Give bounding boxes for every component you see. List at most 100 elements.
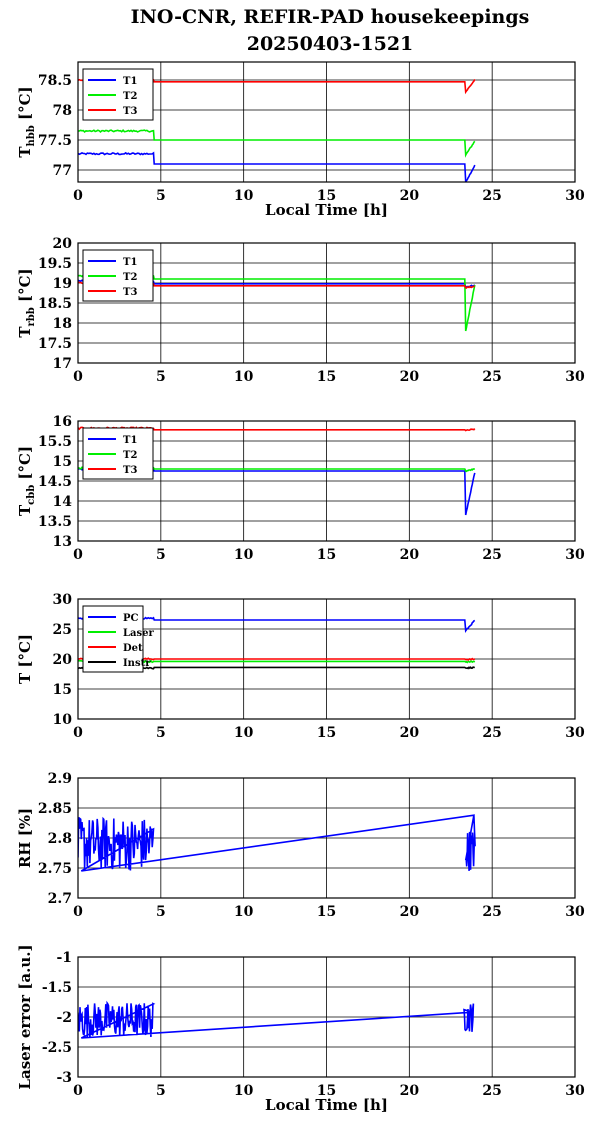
y-label-main: Laser error [a.u.]: [16, 944, 34, 1089]
y-tick-label: 77.5: [38, 133, 72, 149]
y-axis-label: Thbb [°C]: [16, 86, 37, 157]
x-tick-label: 25: [482, 725, 501, 741]
y-tick-label: 18.5: [38, 296, 72, 312]
x-tick-label: 10: [234, 1083, 254, 1099]
y-tick-label: 18: [53, 316, 72, 332]
plot-frame: [77, 598, 576, 720]
x-tick-label: 0: [73, 904, 83, 920]
x-tick-label: 15: [317, 904, 336, 920]
y-tick-label: 15.5: [38, 434, 72, 450]
y-axis-label: Trbb [°C]: [16, 268, 37, 337]
plot-frame: [77, 956, 576, 1078]
y-tick-label: 2.8: [48, 831, 72, 847]
x-tick-label: 25: [482, 904, 501, 920]
y-tick-label: 17.5: [38, 336, 72, 352]
plot-frame: [77, 61, 576, 183]
y-label-subscript: cbb: [26, 485, 37, 505]
legend-entry: T2: [123, 91, 137, 102]
y-tick-label: 16: [53, 414, 72, 430]
x-tick-label: 5: [156, 904, 166, 920]
series-line-t1: [78, 151, 476, 182]
x-tick-label: 20: [400, 547, 420, 563]
legend-entry: T3: [123, 106, 137, 117]
legend: PC Laser Det Instr: [82, 605, 155, 673]
y-tick-label: 19: [53, 276, 72, 292]
chart-panel-2: 0 5 10 15 20 25 30 17 17.5 18 18.5 19 19.5 20 Trbb [°C…: [16, 236, 585, 385]
x-tick-label: 15: [317, 188, 336, 204]
y-tick-label: 19.5: [38, 256, 72, 272]
y-tick-label: -1.5: [42, 980, 72, 996]
legend-entry: T2: [123, 450, 137, 461]
y-axis-label: Laser error [a.u.]: [16, 944, 34, 1089]
legend-entry: T1: [123, 76, 137, 87]
legend: T1 T2 T3: [82, 427, 154, 480]
legend-entry: T3: [123, 465, 137, 476]
x-tick-label: 20: [400, 188, 420, 204]
x-tick-label: 15: [317, 725, 336, 741]
plot-frame: [77, 420, 576, 542]
legend-entry: Det: [123, 643, 143, 654]
legend-entry: Laser: [123, 628, 155, 639]
series-line-t2: [78, 129, 476, 158]
x-tick-label: 10: [234, 725, 254, 741]
y-tick-label: 78: [53, 103, 72, 119]
y-tick-label: 14.5: [38, 474, 72, 490]
y-tick-label: 78.5: [38, 73, 72, 89]
legend-entry: T1: [123, 257, 137, 268]
series-line: [78, 814, 476, 872]
series-group: [78, 814, 476, 872]
x-tick-label: 30: [565, 547, 585, 563]
y-label-subscript: hbb: [26, 125, 37, 146]
x-tick-label: 20: [400, 725, 420, 741]
legend-entry: T2: [123, 272, 137, 283]
x-tick-label: 5: [156, 369, 166, 385]
x-tick-label: 0: [73, 1083, 83, 1099]
x-tick-label: 20: [400, 904, 420, 920]
y-label-unit: [°C]: [16, 268, 34, 307]
y-tick-label: 20: [53, 652, 73, 668]
x-tick-label: 25: [482, 188, 501, 204]
y-label-main: T: [16, 146, 34, 158]
x-tick-label: 15: [317, 547, 336, 563]
figure-title-line1: INO-CNR, REFIR-PAD housekeepings: [131, 6, 530, 28]
chart-panels: 0 5 10 15 20 25 30 77 77.5 78 78.5 Local Time [h] Th…: [16, 61, 585, 1114]
plot-frame: [77, 242, 576, 364]
x-tick-label: 15: [317, 1083, 336, 1099]
x-tick-label: 0: [73, 725, 83, 741]
chart-panel-4: 0 5 10 15 20 25 30 10 15 20 25 30 T [°C] PC Laser Det In…: [16, 592, 585, 741]
chart-panel-5: 0 5 10 15 20 25 30 2.7 2.75 2.8 2.85 2.9 RH [%]: [16, 771, 585, 920]
y-label-main: T: [16, 326, 34, 338]
figure-title-line2: 20250403-1521: [247, 33, 414, 55]
x-tick-label: 30: [565, 904, 585, 920]
x-tick-label: 25: [482, 547, 501, 563]
x-tick-label: 0: [73, 547, 83, 563]
chart-panel-3: 0 5 10 15 20 25 30 13 13.5 14 14.5 15 15.5 16 Tcbb [°C…: [16, 414, 585, 563]
plot-frame: [77, 777, 576, 899]
y-tick-label: 10: [53, 712, 73, 728]
chart-panel-6: 0 5 10 15 20 25 30 -3 -2.5 -2 -1.5 -1 Local Time [h]…: [16, 944, 585, 1114]
x-tick-label: 20: [400, 369, 420, 385]
y-tick-label: 30: [53, 592, 73, 608]
y-tick-label: 2.85: [38, 801, 72, 817]
x-tick-label: 10: [234, 188, 254, 204]
y-tick-label: -2: [56, 1010, 72, 1026]
x-tick-label: 25: [482, 369, 501, 385]
x-tick-label: 5: [156, 547, 166, 563]
x-tick-label: 20: [400, 1083, 420, 1099]
y-label-main: RH [%]: [16, 808, 34, 868]
y-tick-label: 13: [53, 534, 72, 550]
x-tick-label: 5: [156, 1083, 166, 1099]
x-tick-label: 25: [482, 1083, 501, 1099]
legend-entry: T1: [123, 435, 137, 446]
y-tick-label: 2.9: [48, 771, 72, 787]
y-tick-label: 14: [53, 494, 73, 510]
x-tick-label: 5: [156, 188, 166, 204]
x-tick-label: 15: [317, 369, 336, 385]
y-label-unit: [°C]: [16, 446, 34, 485]
y-axis-label: Tcbb [°C]: [16, 446, 37, 516]
y-tick-label: 20: [53, 236, 73, 252]
legend-entry: PC: [123, 613, 139, 624]
x-tick-label: 30: [565, 1083, 585, 1099]
x-tick-label: 10: [234, 904, 254, 920]
